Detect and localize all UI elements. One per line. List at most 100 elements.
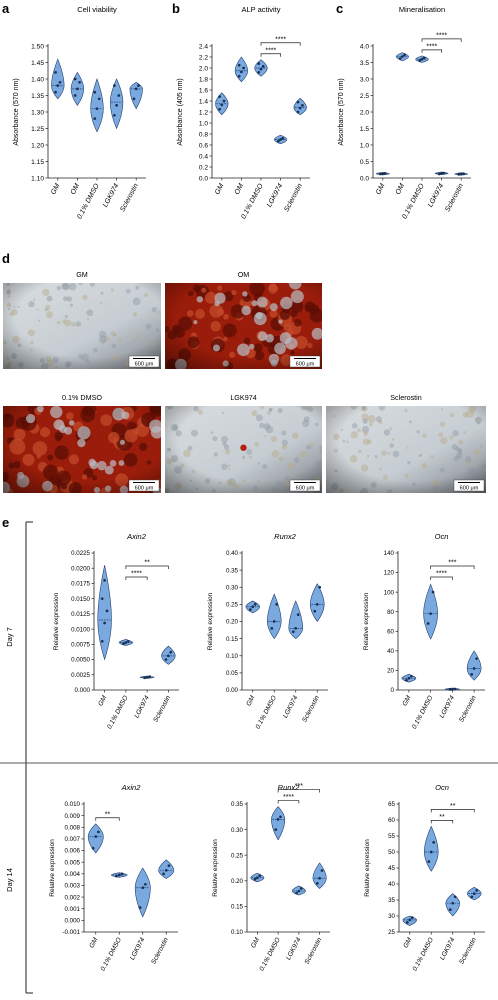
y-tick-label: 0.0050 [71,657,90,664]
significance-bracket [260,53,281,57]
data-point [117,94,121,97]
x-tick-label: 0.1% DMSO [106,695,129,731]
data-point [470,672,474,676]
y-tick-label: 0.15 [231,904,244,911]
y-tick-label: 1.4 [199,98,208,105]
data-point [141,886,145,890]
panel-letter-e: e [2,515,9,530]
scale-bar-box [128,355,160,368]
y-tick-label: 0.10 [226,653,239,660]
x-tick-label: 0.1% DMSO [100,937,123,973]
y-tick-label: 1.0 [199,120,208,127]
data-point [144,882,147,886]
data-point [97,830,100,834]
data-point [296,613,300,617]
data-point [134,87,138,91]
y-tick-label: 0.10 [231,929,244,936]
y-tick-label: 40 [387,648,394,655]
y-tick-label: 60 [388,817,395,824]
data-point [281,137,285,140]
data-point [240,70,243,74]
y-tick-label: 1.30 [31,109,44,116]
row-label-day14: Day 14 [5,868,14,892]
chart-title: Runx2 [274,532,297,541]
y-tick-label: 2.5 [360,93,369,100]
y-tick-label: 2.0 [199,65,208,72]
data-point [54,90,57,94]
significance-bracket [95,817,120,821]
data-point [298,106,302,110]
data-point [294,627,298,630]
data-point [93,90,97,94]
x-tick-label: Sclerostin [283,183,304,214]
violin [87,823,104,854]
data-point [318,585,322,589]
y-tick-label: 0.4 [199,153,208,160]
chart-title: ALP activity [241,5,280,14]
panel-letter-b: b [172,1,180,16]
x-tick-label: Sclerostin [444,183,465,214]
significance-bracket [421,49,442,53]
scale-bar-box [453,479,485,492]
data-point [218,107,221,111]
x-tick-label: Sclerostin [304,936,324,965]
microscopy-images: GM 600 μm OM 600 μm 0.1% DMSO 600 μm LGK974 600… [3,270,486,493]
x-tick-label: 0.1% DMSO [412,937,435,973]
x-tick-label: Sclerostin [152,694,172,723]
micrograph-label: OM [238,270,250,279]
data-point [276,818,280,821]
x-tick-label: LGK974 [285,936,303,961]
y-tick-label: 2.2 [199,54,208,61]
significance-bracket [277,789,320,793]
x-tick-label: Sclerostin [301,694,321,723]
panel-e-frame [0,521,498,994]
data-point [408,918,412,922]
panel-letter-c: c [336,1,343,16]
y-tick-label: 20 [387,668,394,675]
y-tick-label: 0.20 [231,878,244,885]
panel-letter-a: a [2,1,10,16]
x-tick-label: 0.1% DMSO [259,937,282,973]
significance-label: *** [295,783,303,790]
chart-mineralisation: Mineralisation 0.0 0.5 1.0 1.5 2.0 2.5 3.0 3.5 4.… [338,5,471,220]
y-tick-label: 0.0150 [71,596,90,603]
chart-day7-runx2: Runx2 0.00 0.05 0.10 0.15 0.20 0.25 0.30 0.35 0.4… [207,532,328,730]
x-tick-label: Sclerostin [458,694,478,723]
y-tick-label: 0.35 [226,567,239,574]
data-point [422,56,426,60]
data-point [301,104,304,107]
scale-bar-box [128,479,160,492]
panel-letter-d: d [2,251,10,266]
significance-label: **** [436,32,447,39]
x-tick-label: LGK974 [427,183,445,209]
y-tick-label: 1.0 [360,142,369,149]
y-tick-label: 100 [384,589,395,596]
data-point [94,835,98,838]
x-tick-label: 0.1% DMSO [411,695,434,731]
chart-day14-runx2: Runx2 0.10 0.15 0.20 0.25 0.30 0.35 Relative ex… [212,783,330,972]
data-point [257,62,261,65]
data-point [409,674,413,678]
significance-label: **** [265,47,276,54]
scale-bar-label: 600 μm [135,485,154,491]
y-tick-label: 1.8 [199,76,208,83]
data-point [279,138,282,141]
y-tick-label: 1.15 [31,159,44,166]
y-tick-label: 45 [388,865,395,872]
y-tick-label: 30 [388,913,395,920]
chart-day7-ocn: Ocn 0 20 40 60 80 100 120 140 Relative expression… [363,532,485,730]
y-axis-label: Relative expression [49,839,56,897]
y-tick-label: 0.009 [65,813,81,820]
data-point [432,841,436,844]
x-tick-label: OM [234,183,246,196]
violin [466,650,482,681]
data-point [405,921,409,924]
y-tick-label: 0.0 [360,175,369,182]
significance-label: **** [283,794,294,801]
y-tick-label: 0.006 [65,848,81,855]
data-point [122,642,125,646]
x-tick-label: GM [88,936,99,949]
y-tick-label: 65 [388,801,395,808]
data-point [164,868,168,872]
data-point [124,641,128,644]
